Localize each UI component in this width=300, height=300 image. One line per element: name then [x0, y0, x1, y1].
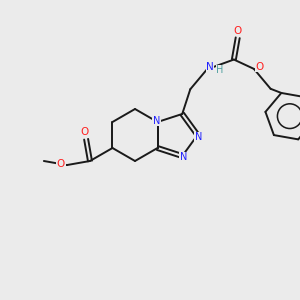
- Text: N: N: [180, 152, 187, 162]
- Text: N: N: [195, 132, 202, 142]
- Text: N: N: [206, 62, 214, 72]
- Text: H: H: [216, 65, 224, 75]
- Text: O: O: [256, 62, 264, 72]
- Text: O: O: [57, 159, 65, 169]
- Text: O: O: [234, 26, 242, 36]
- Text: O: O: [80, 127, 88, 137]
- Text: N: N: [153, 116, 160, 126]
